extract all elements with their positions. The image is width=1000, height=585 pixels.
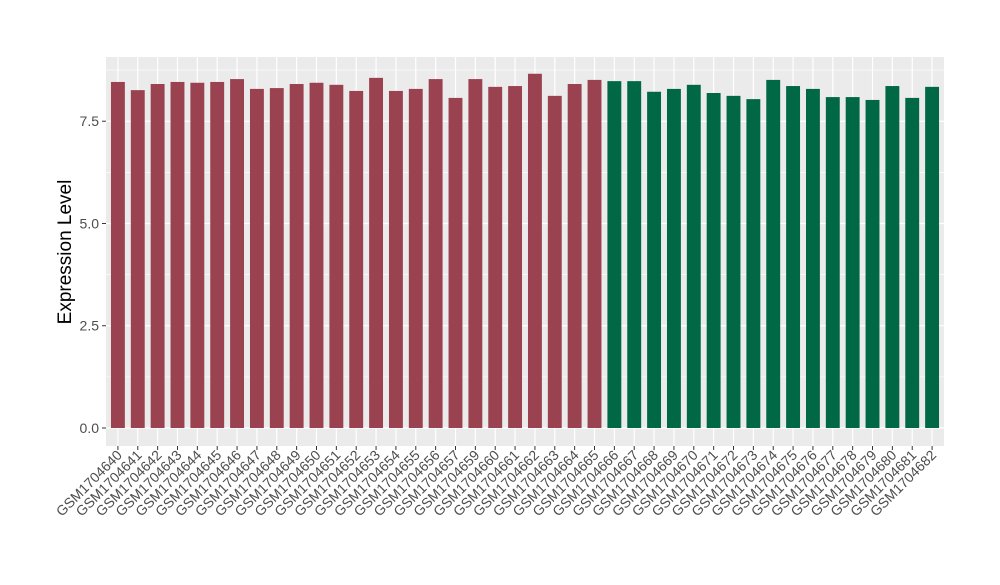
y-axis: 0.0 2.5 5.0 7.5 xyxy=(80,113,106,436)
bar-GSM1704680 xyxy=(885,86,900,429)
bar-GSM1704647 xyxy=(249,88,264,429)
bar-GSM1704651 xyxy=(329,84,344,429)
bar-GSM1704672 xyxy=(726,95,741,429)
y-tick-label: 2.5 xyxy=(80,318,100,334)
bar-GSM1704681 xyxy=(905,97,920,429)
y-tick-label: 7.5 xyxy=(80,113,100,129)
bar-GSM1704644 xyxy=(190,82,205,429)
bar-GSM1704649 xyxy=(289,83,304,429)
bar-GSM1704656 xyxy=(428,79,443,429)
bar-GSM1704667 xyxy=(627,81,642,429)
bar-GSM1704673 xyxy=(746,99,761,429)
bar-GSM1704660 xyxy=(488,86,503,429)
bar-GSM1704662 xyxy=(527,73,542,429)
bar-GSM1704664 xyxy=(567,83,582,429)
bars xyxy=(110,73,940,429)
bar-GSM1704659 xyxy=(468,79,483,429)
bar-GSM1704669 xyxy=(666,88,681,429)
bar-GSM1704677 xyxy=(825,97,840,429)
bar-GSM1704675 xyxy=(786,86,801,429)
bar-GSM1704654 xyxy=(388,90,403,429)
bar-GSM1704652 xyxy=(349,90,364,429)
bar-GSM1704643 xyxy=(170,81,185,429)
y-tick-label: 0.0 xyxy=(80,420,100,436)
bar-GSM1704657 xyxy=(448,97,463,429)
bar-GSM1704674 xyxy=(766,79,781,429)
bar-GSM1704679 xyxy=(865,99,880,429)
bar-GSM1704655 xyxy=(408,88,423,429)
bar-GSM1704646 xyxy=(230,79,245,429)
bar-GSM1704641 xyxy=(130,90,145,429)
bar-GSM1704665 xyxy=(587,79,602,429)
bar-GSM1704645 xyxy=(210,81,225,429)
bar-GSM1704642 xyxy=(150,83,165,429)
bar-GSM1704671 xyxy=(706,92,721,429)
y-axis-label: Expression Level xyxy=(55,180,76,325)
bar-GSM1704663 xyxy=(547,95,562,429)
bar-GSM1704676 xyxy=(805,88,820,429)
bar-GSM1704648 xyxy=(269,88,284,429)
bar-GSM1704670 xyxy=(686,84,701,429)
bar-GSM1704650 xyxy=(309,82,324,429)
bar-GSM1704666 xyxy=(607,81,622,429)
bar-GSM1704653 xyxy=(369,77,384,429)
x-axis: GSM1704640GSM1704641GSM1704642GSM1704643… xyxy=(53,446,939,519)
bar-GSM1704682 xyxy=(925,86,940,429)
y-tick-label: 5.0 xyxy=(80,215,100,231)
bar-GSM1704640 xyxy=(110,81,125,429)
bar-GSM1704678 xyxy=(845,97,860,429)
bar-GSM1704661 xyxy=(508,86,523,429)
plot-panel xyxy=(106,57,944,446)
bar-GSM1704668 xyxy=(647,91,662,429)
